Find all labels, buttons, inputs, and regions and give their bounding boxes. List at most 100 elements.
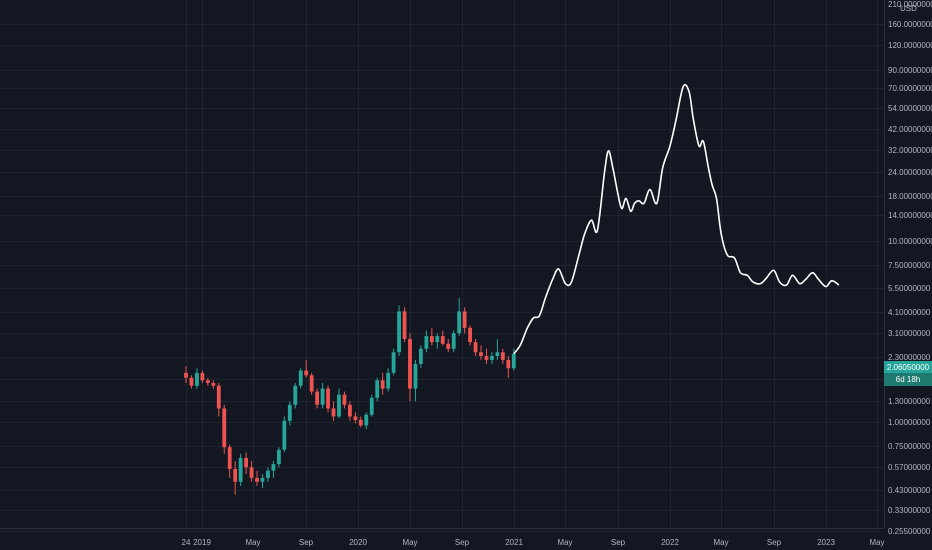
x-tick-label: Sep: [299, 538, 314, 547]
candle-body: [484, 355, 489, 360]
price-axis[interactable]: 210.00000000 160.00000000 120.00000000 90.0…: [888, 0, 932, 536]
x-tick-label: Sep: [767, 538, 782, 547]
candle-body: [320, 388, 325, 405]
candle-body: [337, 394, 341, 417]
y-tick-label: 1.00000000: [888, 418, 931, 427]
x-tick-label: 2019: [193, 538, 211, 547]
candle-body: [184, 372, 188, 378]
y-tick-label: 160.00000000: [888, 20, 932, 29]
candle-body: [238, 458, 243, 482]
y-tick-label: 7.50000000: [888, 261, 931, 270]
candle-body: [189, 377, 194, 386]
candle-body: [216, 385, 221, 409]
y-tick-label: 0.75000000: [888, 442, 931, 451]
candle-body: [495, 352, 500, 356]
candle-body: [200, 372, 205, 381]
y-tick-label: 54.00000000: [888, 104, 932, 113]
x-tick-label: May: [713, 538, 728, 547]
y-tick-label: 5.50000000: [888, 284, 931, 293]
candle-body: [342, 394, 347, 405]
candle-body: [222, 408, 227, 448]
last-price-tag: 2.06050000: [884, 361, 932, 374]
y-tick-label: 210.00000000: [888, 0, 932, 9]
candle-body: [375, 380, 380, 398]
candle-body: [506, 359, 511, 369]
candle-body: [408, 339, 412, 389]
candle-body: [413, 363, 418, 389]
x-tick-label: Sep: [611, 538, 626, 547]
candle-body: [276, 449, 281, 465]
candle-body: [473, 342, 478, 353]
x-tick-label: 2022: [661, 538, 679, 547]
candle-body: [255, 477, 259, 482]
candle-body: [358, 419, 363, 426]
candle-body: [293, 385, 298, 405]
x-tick-label: 2023: [817, 538, 835, 547]
candle-body: [511, 353, 516, 369]
y-tick-label: 14.00000000: [888, 211, 932, 220]
y-tick-label: 120.00000000: [888, 41, 932, 50]
candle-body: [304, 370, 309, 376]
x-tick-label: Sep: [455, 538, 470, 547]
y-tick-label: 42.00000000: [888, 125, 932, 134]
candle-body: [315, 391, 320, 405]
candle-body: [309, 375, 314, 392]
candle-body: [435, 336, 440, 343]
candle-body: [282, 420, 287, 450]
candle-body: [353, 416, 358, 420]
candle-body: [287, 404, 292, 421]
candle-body: [205, 380, 210, 383]
x-tick-label: May: [869, 538, 884, 547]
candle-body: [490, 355, 494, 360]
y-tick-label: 18.00000000: [888, 192, 932, 201]
x-tick-label: 2021: [505, 538, 523, 547]
y-tick-label: 32.00000000: [888, 146, 932, 155]
candle-body: [397, 311, 401, 353]
y-tick-label: 2.30000000: [888, 353, 931, 362]
grid-lines: [0, 0, 884, 532]
y-tick-label: 0.25500000: [888, 527, 931, 536]
y-tick-label: 4.10000000: [888, 308, 931, 317]
candle-body: [451, 333, 456, 349]
time-axis[interactable]: 24 2019 May Sep 2020 May Sep 2021 May Sep 2022 May S…: [182, 538, 885, 547]
x-tick-label: May: [402, 538, 417, 547]
y-tick-label: 1.30000000: [888, 397, 931, 406]
candle-body: [369, 397, 374, 415]
candle-body: [211, 382, 216, 386]
candle-body: [479, 352, 483, 356]
candle-body: [424, 336, 429, 349]
candle-body: [326, 388, 330, 409]
candle-body: [364, 414, 369, 426]
x-tick-label: 24: [182, 538, 191, 547]
x-tick-label: May: [557, 538, 572, 547]
candle-body: [271, 464, 276, 471]
candle-body: [227, 447, 232, 469]
candle-body: [391, 352, 396, 373]
currency-label: USD: [900, 4, 917, 13]
candle-body: [244, 458, 249, 468]
candle-body: [386, 372, 391, 389]
forecast-line: [513, 83, 840, 355]
y-tick-label: 10.00000000: [888, 237, 932, 246]
candle-body: [249, 467, 254, 478]
candle-body: [462, 311, 467, 328]
candle-body: [457, 311, 462, 334]
y-tick-label: 24.00000000: [888, 168, 932, 177]
x-tick-label: May: [245, 538, 260, 547]
candle-body: [419, 348, 423, 364]
y-tick-label: 3.10000000: [888, 329, 931, 338]
candle-body: [468, 327, 472, 343]
candle-body: [402, 311, 407, 340]
candle-body: [446, 343, 451, 349]
y-tick-label: 90.00000000: [888, 66, 932, 75]
candle-body: [266, 470, 270, 478]
x-tick-label: 2020: [349, 538, 367, 547]
candle-body: [331, 408, 336, 417]
y-tick-label: 0.57000000: [888, 463, 931, 472]
candle-body: [195, 372, 199, 386]
candle-body: [429, 336, 434, 343]
y-tick-label: 0.43000000: [888, 486, 931, 495]
candle-body: [440, 336, 445, 344]
candle-body: [298, 370, 303, 386]
